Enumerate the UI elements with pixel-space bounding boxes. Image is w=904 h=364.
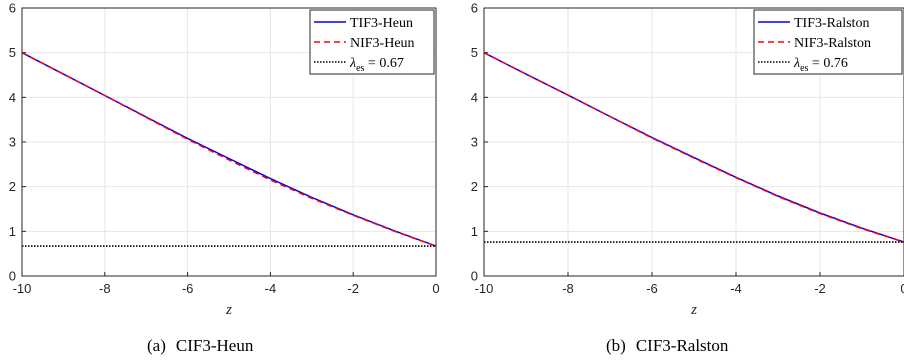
y-tick-label: 3 bbox=[471, 135, 478, 150]
y-tick-label: 2 bbox=[9, 179, 16, 194]
legend-label-1: NIF3-Ralston bbox=[794, 36, 871, 51]
caption-a-text: CIF3-Heun bbox=[175, 336, 254, 355]
x-tick-label: -6 bbox=[182, 281, 194, 296]
x-tick-label: -4 bbox=[265, 281, 277, 296]
caption-b-tag: (b) bbox=[606, 336, 626, 355]
caption-b: (b) CIF3-Ralston bbox=[606, 336, 728, 356]
x-tick-label: -10 bbox=[13, 281, 32, 296]
series-line-0 bbox=[483, 52, 904, 243]
y-tick-label: 0 bbox=[9, 269, 16, 284]
legend-lambda: λ bbox=[349, 56, 356, 71]
y-tick-label: 6 bbox=[471, 1, 478, 16]
y-tick-label: 4 bbox=[471, 90, 478, 105]
x-axis-label: z bbox=[225, 302, 232, 318]
y-tick-label: 5 bbox=[471, 45, 478, 60]
legend-label-2: λes = 0.67 bbox=[349, 56, 404, 74]
x-tick-label: -6 bbox=[646, 281, 658, 296]
y-tick-label: 1 bbox=[471, 224, 478, 239]
x-axis-label: z bbox=[690, 302, 697, 318]
x-tick-label: -10 bbox=[475, 281, 494, 296]
legend-label-1: NIF3-Heun bbox=[350, 36, 415, 51]
legend-value: = 0.76 bbox=[808, 56, 847, 71]
x-tick-label: -4 bbox=[730, 281, 742, 296]
y-tick-label: 6 bbox=[9, 1, 16, 16]
legend-subscript: es bbox=[356, 63, 364, 74]
x-tick-label: 0 bbox=[900, 281, 904, 296]
y-tick-label: 5 bbox=[9, 45, 16, 60]
legend-label-2: λes = 0.76 bbox=[793, 56, 848, 74]
x-tick-label: -8 bbox=[99, 281, 111, 296]
x-tick-label: -2 bbox=[814, 281, 826, 296]
legend-subscript: es bbox=[800, 63, 808, 74]
series-line-1 bbox=[483, 52, 904, 243]
legend-lambda: λ bbox=[793, 56, 800, 71]
y-tick-label: 3 bbox=[9, 135, 16, 150]
caption-a: (a) CIF3-Heun bbox=[147, 336, 253, 356]
legend-label-0: TIF3-Ralston bbox=[794, 16, 869, 31]
panel-a: -10 -8 -6 -4 -2 0 0 1 2 3 4 5 6 z TIF3-Heun NIF3-Heun λe… bbox=[9, 1, 440, 319]
y-tick-label: 4 bbox=[9, 90, 16, 105]
y-tick-label: 1 bbox=[9, 224, 16, 239]
legend-box bbox=[309, 9, 435, 75]
caption-a-tag: (a) bbox=[147, 336, 166, 355]
series-line-1 bbox=[21, 52, 437, 247]
legend-value: = 0.67 bbox=[364, 56, 403, 71]
x-tick-label: -8 bbox=[562, 281, 574, 296]
panel-b: -10 -8 -6 -4 -2 0 0 1 2 3 4 5 6 z TIF3-Ralston NIF3-Ral… bbox=[471, 1, 904, 318]
series-line-0 bbox=[21, 52, 437, 247]
y-tick-label: 2 bbox=[471, 179, 478, 194]
y-tick-label: 0 bbox=[471, 269, 478, 284]
legend-label-0: TIF3-Heun bbox=[350, 16, 413, 31]
x-tick-label: 0 bbox=[432, 281, 439, 296]
caption-b-text: CIF3-Ralston bbox=[635, 336, 729, 355]
x-tick-label: -2 bbox=[347, 281, 359, 296]
